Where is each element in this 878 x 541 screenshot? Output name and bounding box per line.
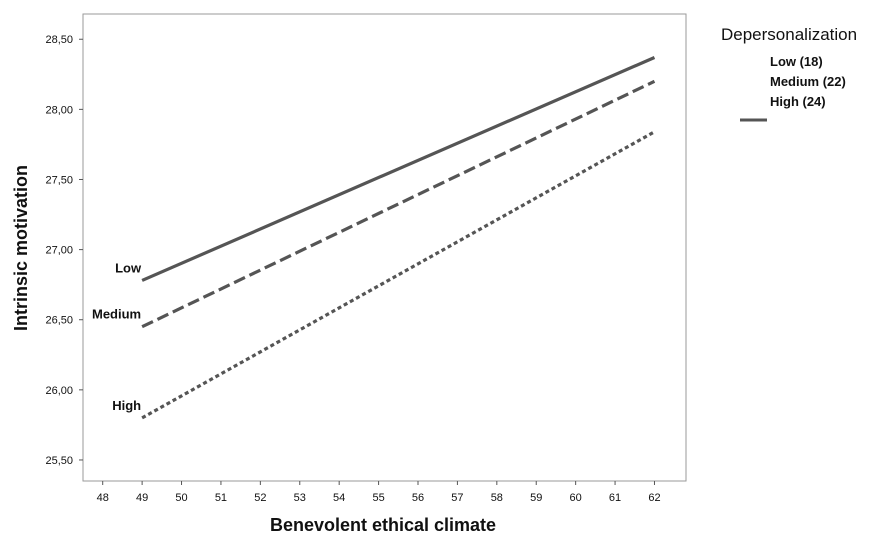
x-tick-label: 62 xyxy=(648,492,660,504)
plot-frame xyxy=(82,13,687,482)
x-tick-label: 55 xyxy=(372,492,384,504)
y-axis-title: Intrinsic motivation xyxy=(11,165,31,331)
x-tick-label: 51 xyxy=(215,492,227,504)
series-lines xyxy=(141,56,656,420)
series-line-low xyxy=(141,56,656,282)
series-label-low: Low xyxy=(115,260,142,275)
x-tick-label: 61 xyxy=(609,492,621,504)
series-labels: Low Medium High xyxy=(92,260,142,412)
x-tick-label: 54 xyxy=(333,492,345,504)
legend-entry-medium: Medium (22) xyxy=(770,74,846,89)
y-axis-ticks: 25,50 26,00 26,50 27,00 27,50 28,00 28,50 xyxy=(45,34,83,467)
x-tick-label: 53 xyxy=(294,492,306,504)
legend: Depersonalization Low (18) Medium (22) H… xyxy=(721,25,857,122)
y-tick-label: 27,50 xyxy=(45,174,73,186)
x-tick-label: 57 xyxy=(451,492,463,504)
legend-title: Depersonalization xyxy=(721,25,857,44)
y-tick-label: 28,50 xyxy=(45,34,73,46)
legend-entry-low: Low (18) xyxy=(770,54,823,69)
x-tick-label: 49 xyxy=(136,492,148,504)
x-tick-label: 50 xyxy=(175,492,187,504)
y-tick-label: 27,00 xyxy=(45,245,73,257)
x-tick-label: 52 xyxy=(254,492,266,504)
y-tick-label: 26,50 xyxy=(45,315,73,327)
x-tick-label: 56 xyxy=(412,492,424,504)
x-tick-label: 58 xyxy=(491,492,503,504)
y-tick-label: 25,50 xyxy=(45,455,73,467)
series-line-medium xyxy=(141,79,656,329)
x-tick-label: 59 xyxy=(530,492,542,504)
series-label-high: High xyxy=(112,398,141,413)
x-tick-label: 48 xyxy=(97,492,109,504)
series-label-medium: Medium xyxy=(92,307,141,322)
x-axis-title: Benevolent ethical climate xyxy=(270,515,496,535)
legend-entry-high: High (24) xyxy=(770,94,826,109)
y-tick-label: 28,00 xyxy=(45,104,73,116)
x-axis-ticks: 48 49 50 51 52 53 54 55 56 57 58 59 60 61 62 xyxy=(97,481,661,504)
y-tick-label: 26,00 xyxy=(45,385,73,397)
x-tick-label: 60 xyxy=(570,492,582,504)
